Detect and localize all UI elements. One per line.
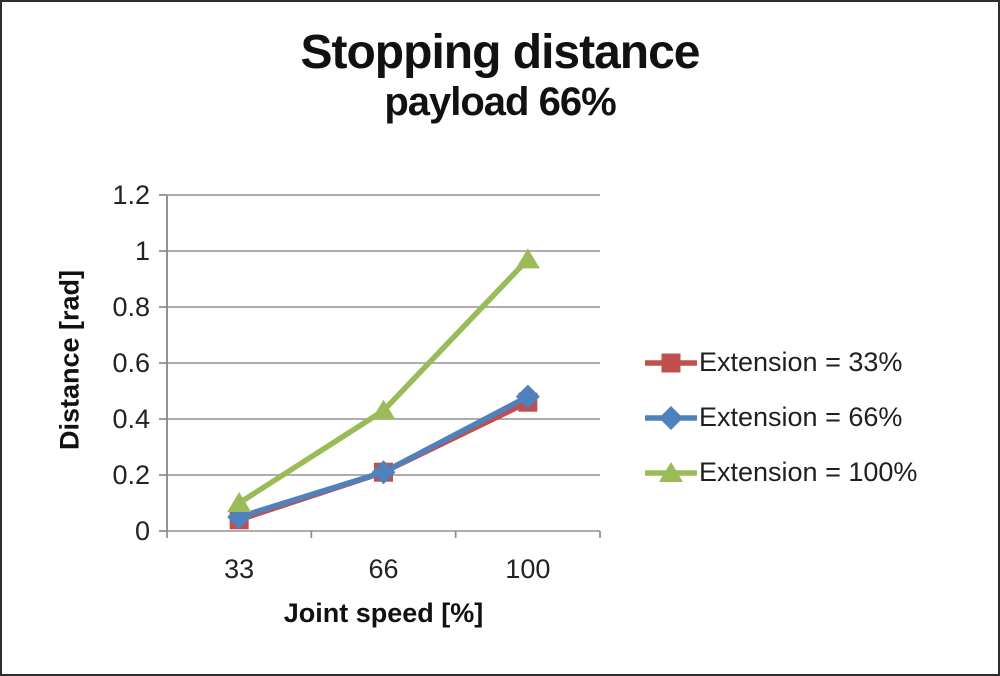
x-tick-label: 33 [224,554,255,584]
y-tick-label: 1.2 [112,180,150,210]
plot-area [159,194,601,538]
x-axis-title: Joint speed [%] [283,598,484,628]
legend-diamond-marker [659,405,683,430]
legend-label: Extension = 100% [699,457,918,487]
y-tick-label: 1 [134,236,150,266]
legend-swatch-diamond-icon [645,405,697,430]
legend-triangle-marker [659,461,683,482]
legend-item: Extension = 100% [645,445,917,500]
x-tick-label: 66 [368,554,399,584]
y-tick-label: 0.8 [112,292,150,322]
y-tick-label: 0.4 [112,404,150,434]
triangle-marker [227,492,252,512]
legend-item: Extension = 33% [645,335,917,390]
legend-item: Extension = 66% [645,390,917,445]
chart-subtitle: payload 66% [384,79,616,124]
triangle-marker [515,248,540,269]
chart-title: Stopping distance [300,26,700,79]
triangle-marker [371,399,396,420]
legend-square-marker [661,353,681,372]
y-tick-label: 0 [134,516,150,546]
y-tick-label: 0.6 [112,348,150,378]
diamond-marker [515,384,540,409]
x-tick-label: 100 [505,554,551,584]
diamond-marker [371,460,396,485]
legend-swatch-triangle-icon [645,461,697,482]
legend: Extension = 33% Extension = 66% Extension … [645,335,917,500]
legend-label: Extension = 66% [699,402,903,432]
y-tick-label: 0.2 [112,460,150,490]
title-block: Stopping distance payload 66% [2,26,998,124]
legend-label: Extension = 33% [699,347,903,377]
legend-swatch-square-icon [645,353,697,372]
